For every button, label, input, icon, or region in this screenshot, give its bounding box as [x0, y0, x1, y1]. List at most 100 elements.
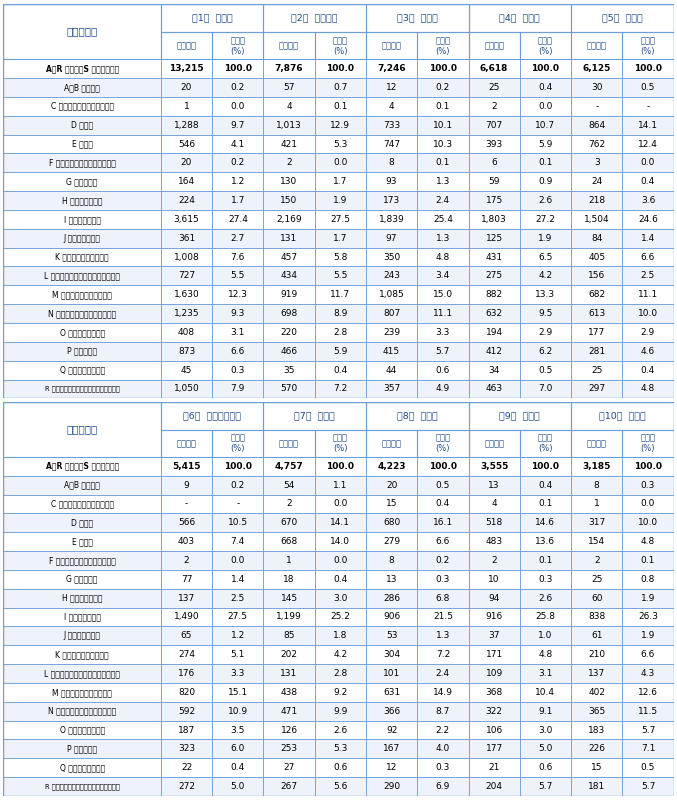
Bar — [263, 361, 315, 379]
Text: 194: 194 — [485, 328, 503, 337]
Text: 6.0: 6.0 — [231, 744, 245, 754]
Text: 5.3: 5.3 — [333, 744, 347, 754]
Text: 18: 18 — [283, 574, 294, 584]
Text: 21: 21 — [489, 763, 500, 772]
Bar — [622, 286, 674, 304]
Bar — [571, 589, 622, 607]
Text: 7.6: 7.6 — [231, 253, 245, 262]
Text: 350: 350 — [383, 253, 400, 262]
Text: 1,630: 1,630 — [173, 290, 200, 299]
Bar — [622, 494, 674, 514]
Text: 10.4: 10.4 — [536, 688, 555, 697]
Bar — [161, 266, 212, 286]
Bar — [468, 758, 520, 777]
Text: 820: 820 — [178, 688, 195, 697]
Bar — [622, 607, 674, 626]
Bar — [263, 402, 366, 430]
Bar — [212, 342, 263, 361]
Text: R サービス業（他に分類されないもの）: R サービス業（他に分類されないもの） — [45, 783, 120, 790]
Text: 0.4: 0.4 — [231, 763, 245, 772]
Bar — [315, 532, 366, 551]
Text: 100.0: 100.0 — [429, 64, 457, 73]
Bar — [571, 476, 622, 494]
Bar — [212, 304, 263, 323]
Bar — [212, 248, 263, 266]
Bar — [263, 266, 315, 286]
Text: 第4位  土浦市: 第4位 土浦市 — [500, 14, 540, 22]
Bar — [571, 97, 622, 116]
Bar — [520, 342, 571, 361]
Text: 0.1: 0.1 — [538, 556, 552, 565]
Bar — [212, 626, 263, 646]
Bar — [3, 342, 161, 361]
Text: 698: 698 — [280, 309, 298, 318]
Bar — [263, 154, 315, 172]
Text: 5.5: 5.5 — [333, 271, 347, 281]
Text: 6.8: 6.8 — [436, 594, 450, 602]
Bar — [161, 683, 212, 702]
Bar — [315, 646, 366, 664]
Bar — [263, 286, 315, 304]
Text: 1.9: 1.9 — [641, 594, 655, 602]
Text: 1,235: 1,235 — [174, 309, 199, 318]
Bar — [315, 514, 366, 532]
Text: 421: 421 — [280, 139, 298, 149]
Bar — [622, 589, 674, 607]
Text: 0.2: 0.2 — [436, 556, 450, 565]
Bar — [468, 116, 520, 134]
Bar — [212, 286, 263, 304]
Bar — [417, 78, 468, 97]
Bar — [571, 758, 622, 777]
Bar — [3, 646, 161, 664]
Bar — [571, 78, 622, 97]
Text: 7,246: 7,246 — [377, 64, 406, 73]
Bar — [315, 646, 366, 664]
Text: 5.7: 5.7 — [436, 346, 450, 356]
Bar — [366, 59, 417, 78]
Bar — [263, 210, 315, 229]
Text: P 医療，福祉: P 医療，福祉 — [67, 744, 97, 754]
Bar — [366, 626, 417, 646]
Text: 24: 24 — [591, 177, 603, 186]
Bar — [212, 551, 263, 570]
Text: 4: 4 — [286, 102, 292, 111]
Text: 8: 8 — [594, 481, 600, 490]
Bar — [263, 721, 315, 739]
Text: 0.4: 0.4 — [641, 177, 655, 186]
Bar — [468, 589, 520, 607]
Bar — [366, 570, 417, 589]
Bar — [468, 551, 520, 570]
Bar — [520, 589, 571, 607]
Bar — [520, 229, 571, 248]
Bar — [571, 266, 622, 286]
Bar — [571, 154, 622, 172]
Bar — [315, 626, 366, 646]
Bar — [161, 777, 212, 796]
Bar — [161, 494, 212, 514]
Bar — [161, 607, 212, 626]
Text: 構成比
(%): 構成比 (%) — [230, 36, 245, 55]
Bar — [3, 210, 161, 229]
Bar — [468, 702, 520, 721]
Bar — [212, 59, 263, 78]
Bar — [212, 361, 263, 379]
Bar — [468, 154, 520, 172]
Bar — [520, 683, 571, 702]
Text: 457: 457 — [280, 253, 298, 262]
Bar — [161, 191, 212, 210]
Bar — [571, 532, 622, 551]
Text: 267: 267 — [280, 782, 298, 791]
Text: 6.6: 6.6 — [436, 537, 450, 546]
Bar — [417, 342, 468, 361]
Text: 131: 131 — [280, 669, 298, 678]
Bar — [622, 59, 674, 78]
Bar — [161, 402, 263, 430]
Bar — [520, 154, 571, 172]
Bar — [315, 494, 366, 514]
Bar — [212, 494, 263, 514]
Text: 204: 204 — [485, 782, 502, 791]
Bar — [417, 626, 468, 646]
Bar — [571, 758, 622, 777]
Bar — [161, 457, 212, 476]
Bar — [520, 494, 571, 514]
